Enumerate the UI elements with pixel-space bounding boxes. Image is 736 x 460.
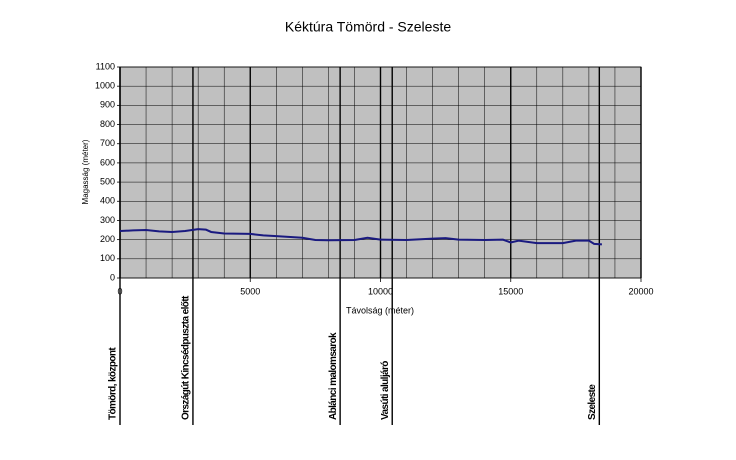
y-axis-label: Magasság (méter)	[81, 139, 90, 204]
marker-label: Országút Kincsédpuszta előtt	[181, 295, 192, 420]
y-tick-label: 400	[100, 196, 115, 206]
marker-label: Ablánci malomsarok	[328, 332, 339, 420]
x-tick-label: 20000	[628, 286, 653, 296]
chart-title: Kéktúra Tömörd - Szeleste	[285, 19, 451, 35]
y-tick-label: 1000	[95, 81, 115, 91]
x-tick-label: 5000	[240, 286, 260, 296]
x-axis-label: Távolság (méter)	[346, 305, 414, 315]
x-tick-label: 10000	[368, 286, 393, 296]
y-tick-label: 200	[100, 234, 115, 244]
y-tick-label: 600	[100, 157, 115, 167]
marker-label: Vasúti aluljáró	[380, 361, 391, 420]
y-tick-label: 700	[100, 138, 115, 148]
y-tick-label: 800	[100, 119, 115, 129]
elevation-line	[119, 228, 602, 246]
marker-label: Tömörd, központ	[108, 347, 119, 420]
marker-label: Szeleste	[587, 384, 598, 420]
y-tick-label: 900	[100, 100, 115, 110]
x-tick-label: 15000	[498, 286, 523, 296]
y-tick-label: 100	[100, 253, 115, 263]
y-tick-label: 300	[100, 215, 115, 225]
y-tick-label: 0	[110, 272, 115, 282]
y-tick-label: 500	[100, 176, 115, 186]
y-tick-label: 1100	[96, 61, 115, 71]
